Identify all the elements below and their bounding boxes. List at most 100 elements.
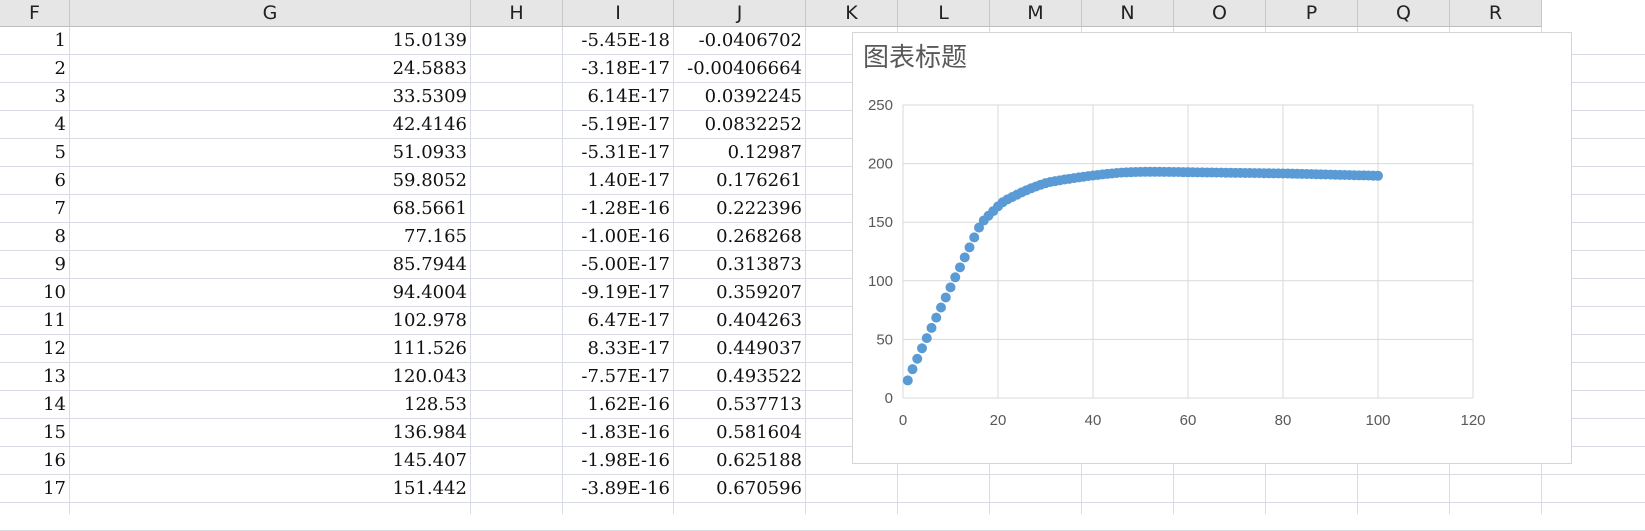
cell-i-row-17[interactable]: -3.89E-16	[581, 478, 670, 499]
row-gridline	[0, 362, 1645, 363]
cell-j-row-2[interactable]: -0.00406664	[687, 58, 802, 79]
column-header-n[interactable]: N	[1082, 0, 1174, 27]
column-header-j[interactable]: J	[674, 0, 806, 27]
cell-f-row-13[interactable]: 13	[43, 366, 66, 387]
cell-g-row-5[interactable]: 51.0933	[392, 142, 467, 163]
cell-f-row-9[interactable]: 9	[54, 254, 66, 275]
cell-j-row-15[interactable]: 0.581604	[716, 422, 802, 443]
column-header-q[interactable]: Q	[1358, 0, 1450, 27]
cell-g-row-4[interactable]: 42.4146	[392, 114, 467, 135]
cell-g-row-13[interactable]: 120.043	[392, 366, 467, 387]
cell-i-row-15[interactable]: -1.83E-16	[581, 422, 670, 443]
cell-g-row-2[interactable]: 24.5883	[392, 58, 467, 79]
cell-f-row-12[interactable]: 12	[43, 338, 66, 359]
column-header-k[interactable]: K	[806, 0, 898, 27]
cell-j-row-5[interactable]: 0.12987	[727, 142, 802, 163]
cell-g-row-6[interactable]: 59.8052	[392, 170, 467, 191]
data-point	[902, 375, 913, 386]
cell-i-row-7[interactable]: -1.28E-16	[581, 198, 670, 219]
cell-j-row-4[interactable]: 0.0832252	[704, 114, 802, 135]
cell-j-row-16[interactable]: 0.625188	[716, 450, 802, 471]
cell-j-row-1[interactable]: -0.0406702	[698, 30, 802, 51]
cell-i-row-13[interactable]: -7.57E-17	[581, 366, 670, 387]
cell-i-row-5[interactable]: -5.31E-17	[581, 142, 670, 163]
cell-f-row-4[interactable]: 4	[54, 114, 66, 135]
cell-f-row-5[interactable]: 5	[54, 142, 66, 163]
cell-i-row-14[interactable]: 1.62E-16	[587, 394, 670, 415]
data-point	[945, 282, 956, 293]
cell-f-row-10[interactable]: 10	[43, 282, 66, 303]
cell-g-row-3[interactable]: 33.5309	[392, 86, 467, 107]
x-tick-label: 60	[1180, 412, 1197, 429]
row-gridline	[0, 474, 1645, 475]
column-gridline	[673, 27, 674, 514]
y-tick-label: 100	[868, 273, 893, 290]
column-header-i[interactable]: I	[563, 0, 674, 27]
column-header-l[interactable]: L	[898, 0, 990, 27]
cell-g-row-11[interactable]: 102.978	[392, 310, 467, 331]
cell-j-row-3[interactable]: 0.0392245	[704, 86, 802, 107]
row-gridline	[0, 82, 1645, 83]
cell-j-row-17[interactable]: 0.670596	[716, 478, 802, 499]
cell-j-row-8[interactable]: 0.268268	[716, 226, 802, 247]
column-header-h[interactable]: H	[471, 0, 563, 27]
cell-j-row-7[interactable]: 0.222396	[716, 198, 802, 219]
cell-j-row-12[interactable]: 0.449037	[716, 338, 802, 359]
cell-f-row-6[interactable]: 6	[54, 170, 66, 191]
cell-g-row-1[interactable]: 15.0139	[392, 30, 467, 51]
x-tick-label: 40	[1085, 412, 1102, 429]
cell-f-row-15[interactable]: 15	[43, 422, 66, 443]
cell-i-row-1[interactable]: -5.45E-18	[581, 30, 670, 51]
cell-g-row-14[interactable]: 128.53	[404, 394, 467, 415]
cell-f-row-7[interactable]: 7	[54, 198, 66, 219]
column-header-m[interactable]: M	[990, 0, 1082, 27]
cell-f-row-14[interactable]: 14	[43, 394, 66, 415]
column-header-p[interactable]: P	[1266, 0, 1358, 27]
cell-i-row-4[interactable]: -5.19E-17	[581, 114, 670, 135]
cell-i-row-2[interactable]: -3.18E-17	[581, 58, 670, 79]
cell-i-row-3[interactable]: 6.14E-17	[587, 86, 670, 107]
column-gridline	[562, 27, 563, 514]
cell-g-row-17[interactable]: 151.442	[392, 478, 467, 499]
cell-j-row-13[interactable]: 0.493522	[716, 366, 802, 387]
cell-f-row-11[interactable]: 11	[43, 310, 66, 331]
cell-j-row-6[interactable]: 0.176261	[716, 170, 802, 191]
cell-i-row-10[interactable]: -9.19E-17	[581, 282, 670, 303]
cell-g-row-10[interactable]: 94.4004	[392, 282, 467, 303]
cell-f-row-16[interactable]: 16	[43, 450, 66, 471]
cell-f-row-17[interactable]: 17	[43, 478, 66, 499]
cell-j-row-10[interactable]: 0.359207	[716, 282, 802, 303]
column-header-o[interactable]: O	[1174, 0, 1266, 27]
cell-g-row-15[interactable]: 136.984	[392, 422, 467, 443]
y-tick-label: 150	[868, 214, 893, 231]
cell-g-row-7[interactable]: 68.5661	[392, 198, 467, 219]
column-header-r[interactable]: R	[1450, 0, 1542, 27]
cell-f-row-8[interactable]: 8	[54, 226, 66, 247]
chart-title[interactable]: 图表标题	[863, 43, 968, 73]
cell-f-row-1[interactable]: 1	[54, 30, 66, 51]
cell-i-row-11[interactable]: 6.47E-17	[587, 310, 670, 331]
cell-i-row-16[interactable]: -1.98E-16	[581, 450, 670, 471]
cell-g-row-9[interactable]: 85.7944	[392, 254, 467, 275]
column-header-f[interactable]: F	[0, 0, 70, 27]
cell-j-row-9[interactable]: 0.313873	[716, 254, 802, 275]
cell-g-row-8[interactable]: 77.165	[404, 226, 467, 247]
y-tick-label: 50	[876, 331, 893, 348]
cell-i-row-9[interactable]: -5.00E-17	[581, 254, 670, 275]
data-point	[921, 333, 932, 344]
cell-f-row-2[interactable]: 2	[54, 58, 66, 79]
x-tick-label: 120	[1460, 412, 1485, 429]
cell-i-row-8[interactable]: -1.00E-16	[581, 226, 670, 247]
cell-g-row-12[interactable]: 111.526	[392, 338, 467, 359]
cell-g-row-16[interactable]: 145.407	[392, 450, 467, 471]
cell-f-row-3[interactable]: 3	[54, 86, 66, 107]
cell-j-row-11[interactable]: 0.404263	[716, 310, 802, 331]
cell-j-row-14[interactable]: 0.537713	[716, 394, 802, 415]
column-header-g[interactable]: G	[70, 0, 471, 27]
column-gridline	[69, 27, 70, 514]
row-gridline	[0, 110, 1645, 111]
cell-i-row-12[interactable]: 8.33E-17	[587, 338, 670, 359]
scatter-chart[interactable]: 图表标题 0 50 100 150 200 250 0 20 40 60 80 100 120	[852, 32, 1572, 464]
cell-i-row-6[interactable]: 1.40E-17	[587, 170, 670, 191]
